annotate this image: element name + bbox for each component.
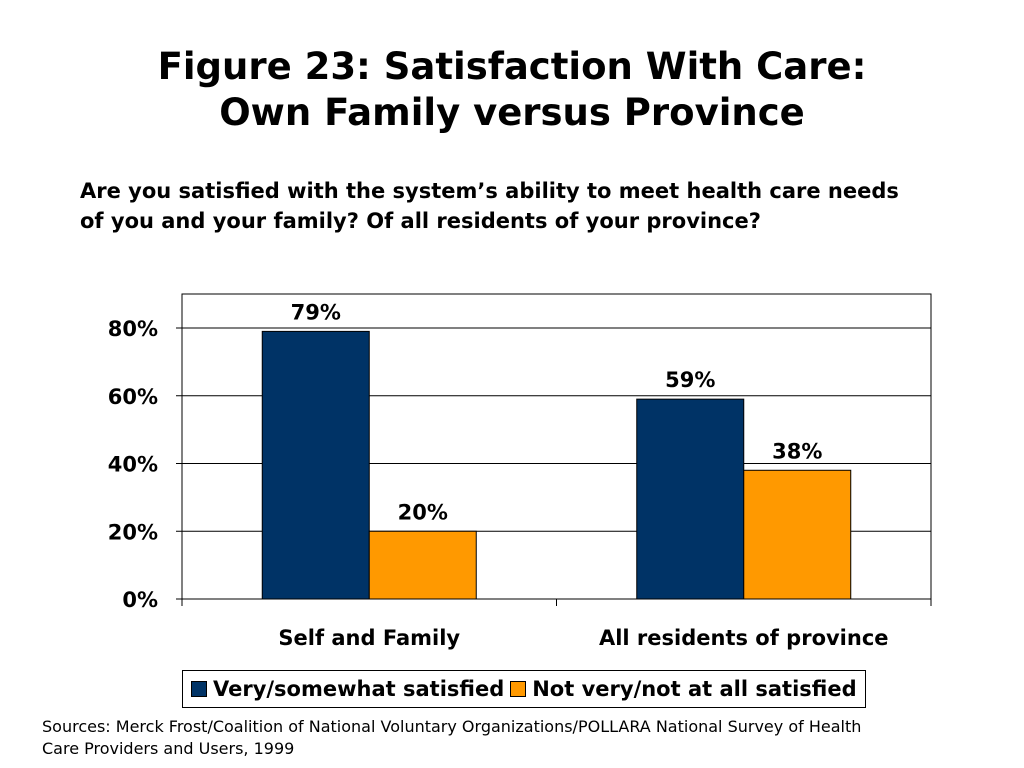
data-label: 79%	[291, 300, 341, 324]
category-label: Self and Family	[278, 626, 460, 650]
chart-title: Figure 23: Satisfaction With Care: Own F…	[0, 44, 1024, 136]
bar	[743, 469, 852, 600]
y-tick-label: 20%	[108, 520, 158, 544]
y-tick-label: 40%	[108, 453, 158, 477]
sources-line-2: Care Providers and Users, 1999	[42, 739, 295, 758]
bar	[368, 530, 477, 600]
legend-label-satisfied: Very/somewhat satisfied	[213, 677, 505, 701]
bar	[261, 330, 370, 600]
category-label: All residents of province	[599, 626, 889, 650]
legend: Very/somewhat satisfied Not very/not at …	[182, 670, 866, 708]
legend-item-satisfied: Very/somewhat satisfied	[191, 677, 504, 701]
y-tick-label: 80%	[108, 317, 158, 341]
survey-question: Are you satisfied with the system’s abil…	[80, 176, 980, 236]
sources-note: Sources: Merck Frost/Coalition of Nation…	[42, 716, 972, 760]
legend-swatch-not-satisfied	[510, 681, 527, 697]
sources-line-1: Sources: Merck Frost/Coalition of Nation…	[42, 717, 862, 736]
y-tick-label: 60%	[108, 385, 158, 409]
y-tick-label: 0%	[122, 588, 158, 612]
data-label: 38%	[772, 439, 822, 463]
title-line-2: Own Family versus Province	[219, 91, 805, 134]
data-label: 20%	[398, 500, 448, 524]
legend-item-not-satisfied: Not very/not at all satisfied	[510, 677, 857, 701]
question-line-1: Are you satisfied with the system’s abil…	[80, 179, 899, 203]
data-label: 59%	[665, 368, 715, 392]
legend-swatch-satisfied	[191, 681, 207, 697]
title-line-1: Figure 23: Satisfaction With Care:	[157, 45, 867, 88]
bar	[636, 398, 745, 600]
legend-label-not-satisfied: Not very/not at all satisfied	[532, 677, 857, 701]
question-line-2: of you and your family? Of all residents…	[80, 209, 761, 233]
